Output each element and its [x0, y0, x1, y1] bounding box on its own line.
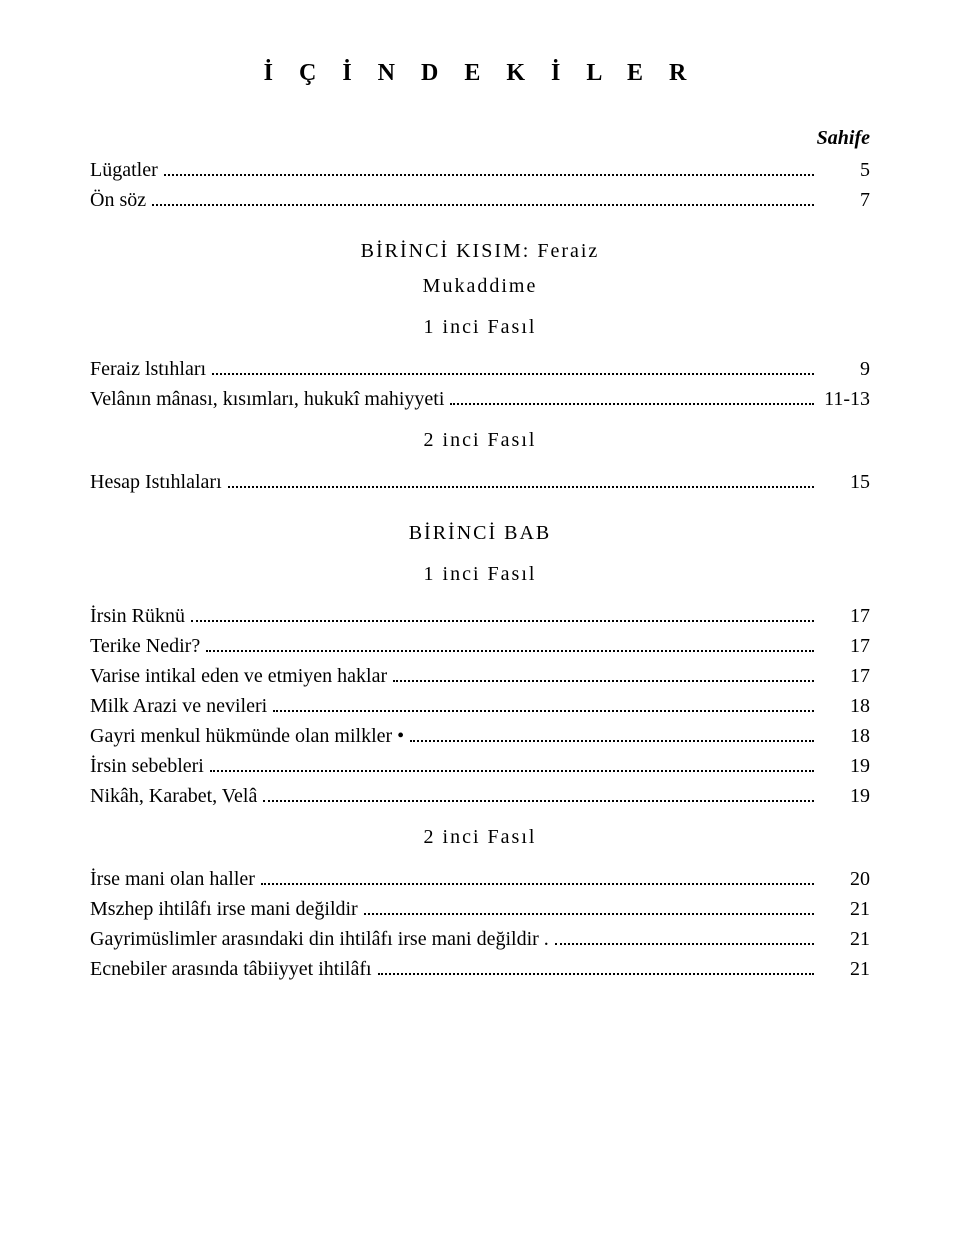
toc-label: Ön söz [90, 189, 146, 212]
toc-label: Hesap Istıhlaları [90, 471, 222, 494]
toc-line: İrse mani olan haller 20 [90, 865, 870, 891]
toc-dot-leader [263, 782, 814, 802]
toc-label: Mszhep ihtilâfı irse mani değildir [90, 898, 358, 921]
sub-heading: Mukaddime [90, 275, 870, 298]
toc-page-number: 19 [820, 755, 870, 778]
toc-page-number: 18 [820, 695, 870, 718]
toc-page-number: 20 [820, 868, 870, 891]
toc-line: Gayri menkul hükmünde olan milkler • 18 [90, 722, 870, 748]
section-heading: BİRİNCİ BAB [90, 522, 870, 545]
toc-label: Velânın mânası, kısımları, hukukî mahiyy… [90, 388, 444, 411]
toc-dot-leader [261, 865, 814, 885]
toc-page-number: 21 [820, 958, 870, 981]
toc-dot-leader [273, 692, 814, 712]
toc-label: İrsin Rüknü [90, 605, 185, 628]
toc-page-number: 17 [820, 605, 870, 628]
toc-dot-leader [164, 156, 814, 176]
fasil-heading: 1 inci Fasıl [90, 316, 870, 339]
toc-page-number: 21 [820, 928, 870, 951]
toc-line: Feraiz lstıhları 9 [90, 355, 870, 381]
toc-line: Hesap Istıhlaları 15 [90, 468, 870, 494]
toc-page-number: 19 [820, 785, 870, 808]
toc-dot-leader [555, 925, 814, 945]
toc-dot-leader [393, 662, 814, 682]
toc-label: Milk Arazi ve nevileri [90, 695, 267, 718]
sahife-label: Sahife [90, 127, 870, 150]
toc-label: Terike Nedir? [90, 635, 200, 658]
page-title: İ Ç İ N D E K İ L E R [90, 60, 870, 87]
toc-dot-leader [152, 186, 814, 206]
toc-page-number: 17 [820, 665, 870, 688]
toc-label: Feraiz lstıhları [90, 358, 206, 381]
toc-page-number: 5 [820, 159, 870, 182]
toc-page-number: 21 [820, 898, 870, 921]
toc-line: Milk Arazi ve nevileri 18 [90, 692, 870, 718]
toc-page-number: 17 [820, 635, 870, 658]
fasil-heading: 2 inci Fasıl [90, 826, 870, 849]
toc-dot-leader [206, 632, 814, 652]
toc-line: Gayrimüslimler arasındaki din ihtilâfı i… [90, 925, 870, 951]
toc-dot-leader [450, 385, 814, 405]
toc-label: Nikâh, Karabet, Velâ [90, 785, 257, 808]
toc-line: Terike Nedir? 17 [90, 632, 870, 658]
section-heading: BİRİNCİ KISIM: Feraiz [90, 240, 870, 263]
toc-dot-leader [378, 955, 814, 975]
toc-body: Lügatler 5 Ön söz 7 BİRİNCİ KISIM: Feraiz Muk… [90, 156, 870, 981]
toc-line: Mszhep ihtilâfı irse mani değildir 21 [90, 895, 870, 921]
toc-line: Lügatler 5 [90, 156, 870, 182]
toc-line: Ecnebiler arasında tâbiiyyet ihtilâfı 21 [90, 955, 870, 981]
toc-dot-leader [212, 355, 814, 375]
fasil-heading: 1 inci Fasıl [90, 563, 870, 586]
toc-page-number: 7 [820, 189, 870, 212]
toc-line: Ön söz 7 [90, 186, 870, 212]
toc-page-number: 11-13 [820, 388, 870, 411]
toc-page-number: 15 [820, 471, 870, 494]
toc-dot-leader [410, 722, 814, 742]
toc-label: Gayri menkul hükmünde olan milkler • [90, 725, 404, 748]
toc-line: İrsin Rüknü 17 [90, 602, 870, 628]
toc-label: Gayrimüslimler arasındaki din ihtilâfı i… [90, 928, 549, 951]
toc-label: Lügatler [90, 159, 158, 182]
toc-dot-leader [364, 895, 814, 915]
toc-dot-leader [210, 752, 814, 772]
fasil-heading: 2 inci Fasıl [90, 429, 870, 452]
toc-dot-leader [228, 468, 814, 488]
toc-label: Varise intikal eden ve etmiyen haklar [90, 665, 387, 688]
page: İ Ç İ N D E K İ L E R Sahife Lügatler 5 Ön… [0, 0, 960, 1241]
toc-page-number: 18 [820, 725, 870, 748]
toc-label: İrse mani olan haller [90, 868, 255, 891]
toc-page-number: 9 [820, 358, 870, 381]
toc-line: İrsin sebebleri 19 [90, 752, 870, 778]
toc-line: Nikâh, Karabet, Velâ 19 [90, 782, 870, 808]
toc-label: İrsin sebebleri [90, 755, 204, 778]
toc-dot-leader [191, 602, 814, 622]
toc-line: Varise intikal eden ve etmiyen haklar 17 [90, 662, 870, 688]
toc-line: Velânın mânası, kısımları, hukukî mahiyy… [90, 385, 870, 411]
toc-label: Ecnebiler arasında tâbiiyyet ihtilâfı [90, 958, 372, 981]
